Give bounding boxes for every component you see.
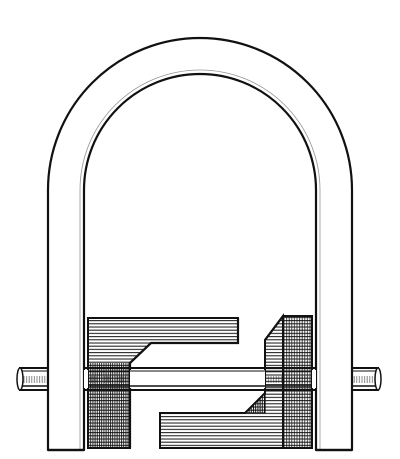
right-clutch-block <box>159 313 313 449</box>
u-frame <box>46 36 354 452</box>
axle-ends <box>84 370 316 388</box>
left-clutch-block <box>87 317 240 449</box>
